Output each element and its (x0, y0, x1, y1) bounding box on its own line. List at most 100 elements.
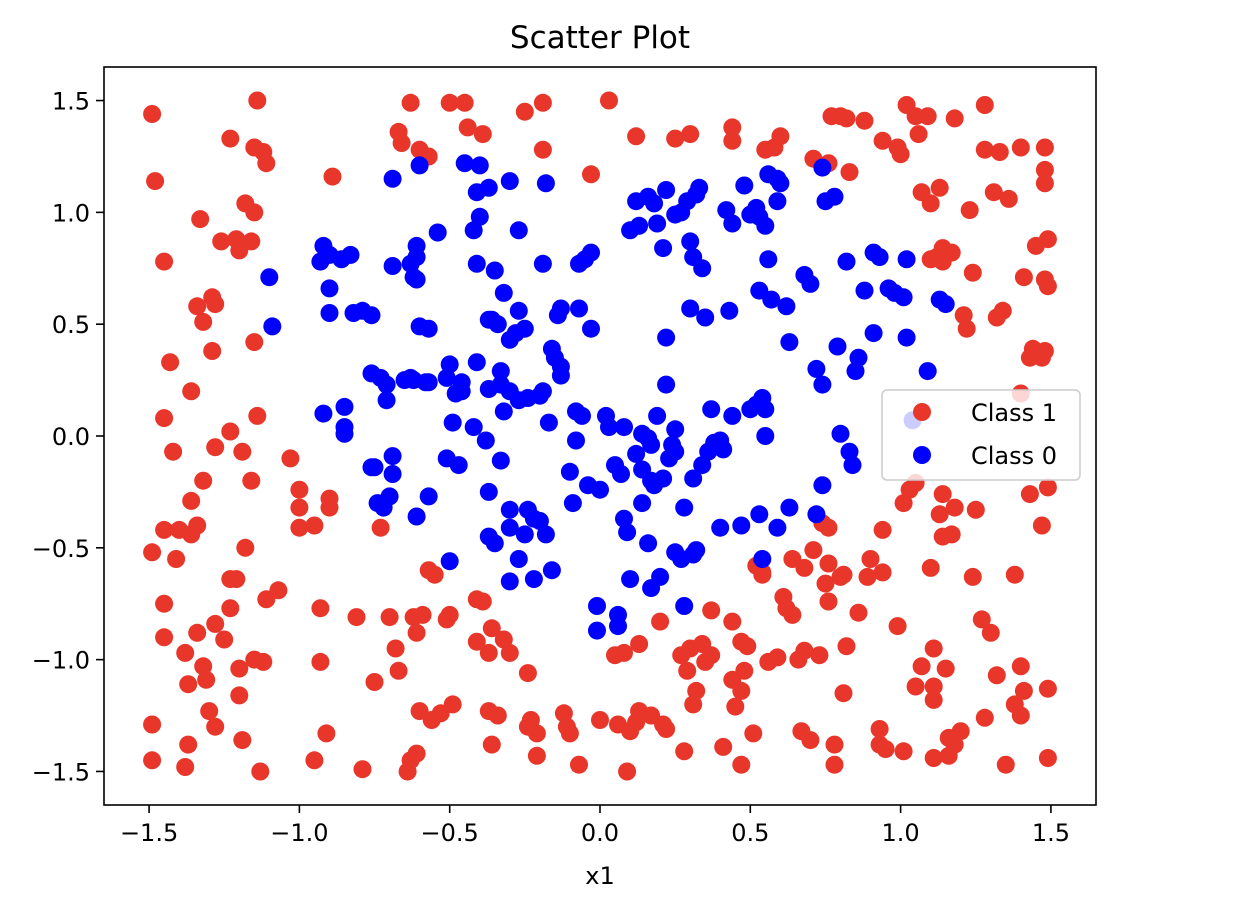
data-point (410, 156, 429, 175)
data-point (675, 742, 694, 761)
data-point (621, 570, 640, 589)
data-point (732, 516, 751, 535)
data-point (437, 368, 456, 387)
data-point (221, 422, 240, 441)
data-point (825, 187, 844, 206)
data-point (1014, 268, 1033, 287)
data-point (723, 214, 742, 233)
data-point (840, 163, 859, 182)
data-point (723, 118, 742, 137)
data-point (476, 431, 495, 450)
data-point (182, 491, 201, 510)
data-point (368, 494, 387, 513)
data-point (317, 724, 336, 743)
data-point (551, 299, 570, 318)
data-point (440, 355, 459, 374)
data-point (813, 476, 832, 495)
data-point (918, 362, 937, 381)
data-point (675, 597, 694, 615)
data-point (921, 558, 940, 577)
data-point (482, 735, 501, 754)
data-point (630, 635, 649, 653)
data-point (687, 681, 706, 700)
data-point (242, 232, 261, 251)
data-point (582, 319, 600, 338)
data-point (203, 342, 222, 360)
data-point (888, 617, 907, 636)
data-point (233, 442, 252, 461)
data-point (780, 333, 799, 352)
data-point (681, 299, 700, 318)
data-point (789, 650, 808, 669)
legend-marker-class-0 (913, 446, 931, 464)
data-point (681, 125, 700, 144)
data-point (861, 550, 880, 568)
data-point (389, 661, 408, 680)
data-point (987, 666, 1006, 685)
data-point (179, 735, 198, 754)
data-point (825, 755, 844, 774)
data-point (654, 239, 673, 258)
data-point (921, 194, 940, 213)
data-point (407, 248, 426, 267)
data-point (714, 440, 733, 459)
data-point (518, 717, 537, 736)
data-point (714, 737, 733, 756)
data-point (666, 420, 685, 439)
x-tick-label: −1.5 (120, 819, 178, 847)
data-point (560, 462, 579, 481)
data-point (987, 308, 1006, 327)
data-point (975, 708, 994, 727)
data-point (311, 652, 330, 671)
data-point (963, 263, 982, 282)
data-point (377, 391, 396, 410)
data-point (1032, 348, 1051, 367)
data-point (155, 628, 174, 647)
data-point (410, 702, 429, 721)
data-point (924, 639, 943, 658)
data-point (975, 96, 994, 114)
data-point (365, 458, 384, 477)
data-point (236, 538, 255, 557)
data-point (792, 722, 811, 741)
data-point (618, 762, 637, 781)
data-point (419, 487, 438, 506)
data-point (143, 105, 162, 123)
data-point (609, 617, 627, 636)
data-point (816, 574, 835, 593)
data-point (618, 523, 637, 542)
data-point (383, 447, 402, 466)
points-layer (143, 91, 1057, 781)
data-point (419, 319, 438, 338)
data-point (383, 257, 402, 275)
y-axis: −1.5 −1.0 −0.5 0.0 0.5 1.0 1.5 (32, 88, 104, 786)
data-point (500, 172, 519, 191)
data-point (467, 353, 486, 372)
data-point (933, 252, 952, 271)
data-point (1020, 485, 1039, 504)
data-point (212, 232, 231, 251)
data-point (753, 550, 772, 568)
data-point (479, 643, 498, 662)
data-point (437, 610, 456, 629)
data-point (849, 603, 868, 622)
data-point (143, 715, 162, 734)
y-tick-label: −1.5 (32, 758, 90, 786)
data-point (533, 140, 552, 159)
data-point (627, 127, 646, 146)
data-point (494, 630, 513, 649)
data-point (194, 312, 213, 331)
data-point (768, 518, 787, 537)
x-tick-label: 1.5 (1032, 819, 1070, 847)
data-point (858, 567, 877, 586)
data-point (533, 93, 552, 112)
data-point (615, 509, 633, 528)
data-point (515, 525, 534, 544)
data-point (143, 751, 162, 770)
data-point (437, 449, 456, 468)
data-point (633, 494, 652, 513)
data-point (996, 755, 1015, 774)
data-point (597, 406, 615, 425)
data-point (179, 675, 198, 694)
data-point (506, 324, 525, 343)
